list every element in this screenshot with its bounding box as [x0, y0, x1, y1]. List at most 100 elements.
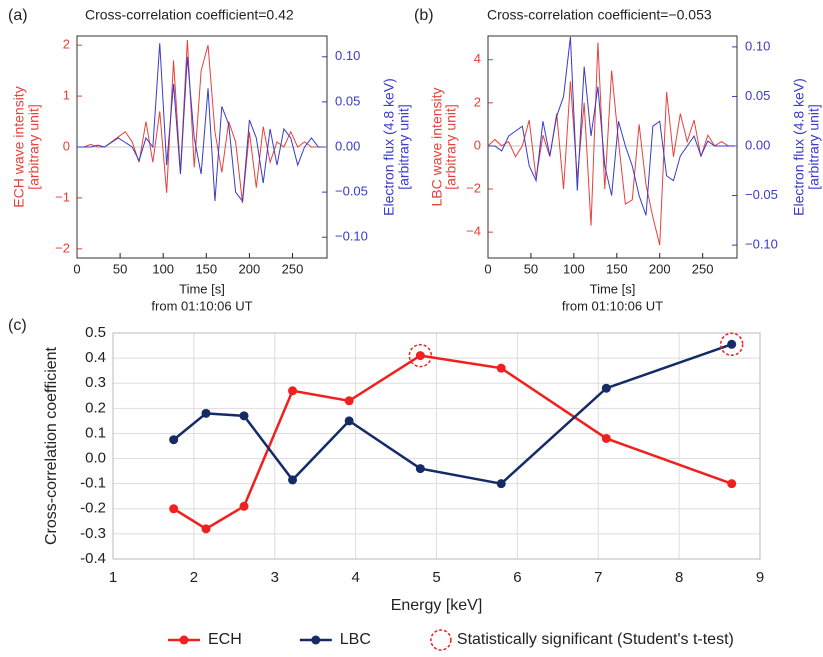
- panel-label: (a): [8, 7, 28, 24]
- y2-tick-label: 0.00: [745, 137, 770, 152]
- data-point: [239, 411, 249, 421]
- y2-axis-label: Electron flux (4.8 keV): [381, 78, 397, 216]
- data-point: [344, 416, 354, 426]
- x-tick-label: 200: [649, 261, 671, 276]
- y2-tick-label: 0.05: [335, 93, 360, 108]
- y-tick-label: 0.1: [85, 424, 106, 441]
- legend-marker: [430, 629, 452, 651]
- y-axis-label: [arbitrary unit]: [443, 104, 459, 190]
- y-tick-label: -0.4: [80, 550, 106, 567]
- significance-marker: [408, 343, 433, 368]
- y-tick-label: -0.2: [80, 500, 106, 517]
- plot-frame: [487, 35, 738, 259]
- y-tick-label: 0.3: [85, 374, 106, 391]
- y-tick-label: −2: [55, 240, 70, 255]
- x-tick-label: 150: [606, 261, 628, 276]
- legend-label: LBC: [340, 631, 371, 648]
- y-tick-label: 2: [63, 37, 70, 52]
- data-point: [496, 363, 506, 373]
- y-tick-label: −1: [55, 189, 70, 204]
- x-tick-label: 6: [513, 569, 521, 586]
- x-tick-label: 9: [756, 569, 764, 586]
- panel: (c) -0.4 -0.3 -0.2 -0.1 0.0 0.1 0.2 0.3 0.4 0.5 1 2 3…: [8, 317, 764, 651]
- plot-frame: [112, 332, 761, 560]
- data-point: [169, 435, 179, 445]
- y-tick-label: -0.1: [80, 475, 106, 492]
- y2-tick-label: 0.05: [745, 88, 770, 103]
- y2-axis-label: [arbitrary unit]: [806, 104, 822, 190]
- y-tick-label: 0.0: [85, 450, 106, 467]
- data-point: [727, 339, 737, 349]
- x-tick-label: 7: [594, 569, 602, 586]
- panel-label: (c): [8, 317, 27, 334]
- data-point: [169, 504, 179, 514]
- y2-tick-label: 0.10: [335, 48, 360, 63]
- subtitle: from 01:10:06 UT: [562, 298, 663, 313]
- y-tick-label: 0.2: [85, 399, 106, 416]
- data-point: [601, 383, 611, 393]
- subtitle: from 01:10:06 UT: [151, 298, 252, 313]
- y2-tick-label: −0.05: [745, 187, 778, 202]
- y-axis-label: ECH wave intensity: [11, 86, 27, 207]
- data-point: [201, 408, 211, 418]
- series-line: [172, 343, 733, 486]
- y2-tick-label: −0.10: [335, 229, 368, 244]
- x-axis-label: Time [s]: [590, 281, 636, 296]
- data-point: [288, 386, 298, 396]
- y2-tick-label: 0.00: [335, 138, 360, 153]
- y2-tick-label: 0.10: [745, 38, 770, 53]
- y2-axis-label: Electron flux (4.8 keV): [791, 78, 807, 216]
- x-tick-label: 250: [282, 261, 304, 276]
- x-axis-label: Time [s]: [179, 281, 225, 296]
- data-point: [496, 479, 506, 489]
- chart-title: Cross-correlation coefficient=0.42: [85, 7, 294, 23]
- x-tick-label: 100: [563, 261, 585, 276]
- y-tick-label: -0.3: [80, 525, 106, 542]
- significance-marker: [719, 332, 744, 357]
- y2-tick-label: −0.05: [335, 184, 368, 199]
- y-tick-label: 2: [474, 94, 481, 109]
- legend-label: ECH: [208, 631, 242, 648]
- legend-label: Statistically significant (Student's t-t…: [457, 631, 734, 648]
- series-line: [77, 40, 326, 204]
- data-point: [344, 396, 354, 406]
- series-line: [487, 42, 736, 246]
- data-point: [601, 433, 611, 443]
- x-tick-label: 5: [432, 569, 440, 586]
- data-point: [727, 479, 737, 489]
- x-tick-label: 50: [524, 261, 538, 276]
- series-line: [172, 354, 733, 531]
- x-axis-label: Energy [keV]: [391, 597, 483, 614]
- y2-tick-label: −0.10: [745, 237, 778, 252]
- x-tick-label: 4: [351, 569, 359, 586]
- chart-title: Cross-correlation coefficient=−0.053: [487, 7, 712, 23]
- panel: (b) Cross-correlation coefficient=−0.053 −…: [414, 7, 822, 314]
- x-tick-label: 0: [484, 261, 491, 276]
- panel: (a) Cross-correlation coefficient=0.42 −2 −…: [8, 7, 412, 314]
- x-tick-label: 50: [113, 261, 127, 276]
- x-tick-label: 0: [73, 261, 80, 276]
- y-tick-label: −2: [466, 180, 481, 195]
- x-tick-label: 100: [152, 261, 174, 276]
- series-line: [488, 36, 736, 216]
- panel-label: (b): [414, 7, 434, 24]
- y-tick-label: 0.5: [85, 324, 106, 341]
- y-tick-label: 0.4: [85, 349, 106, 366]
- y-tick-label: 0: [63, 138, 70, 153]
- legend-marker: [179, 635, 189, 645]
- data-point: [239, 501, 249, 511]
- x-tick-label: 1: [109, 569, 117, 586]
- y-tick-label: 0: [474, 137, 481, 152]
- data-point: [288, 475, 298, 485]
- y-axis-label: LBC wave intensity: [429, 87, 445, 206]
- y-axis-label: Cross-correlation coefficient: [43, 346, 60, 545]
- y2-axis-label: [arbitrary unit]: [396, 104, 412, 190]
- data-point: [415, 351, 425, 361]
- y-axis-label: [arbitrary unit]: [26, 104, 42, 190]
- data-point: [415, 464, 425, 474]
- x-tick-label: 2: [190, 569, 198, 586]
- x-tick-label: 150: [195, 261, 217, 276]
- series-line: [77, 43, 326, 203]
- x-tick-label: 200: [239, 261, 261, 276]
